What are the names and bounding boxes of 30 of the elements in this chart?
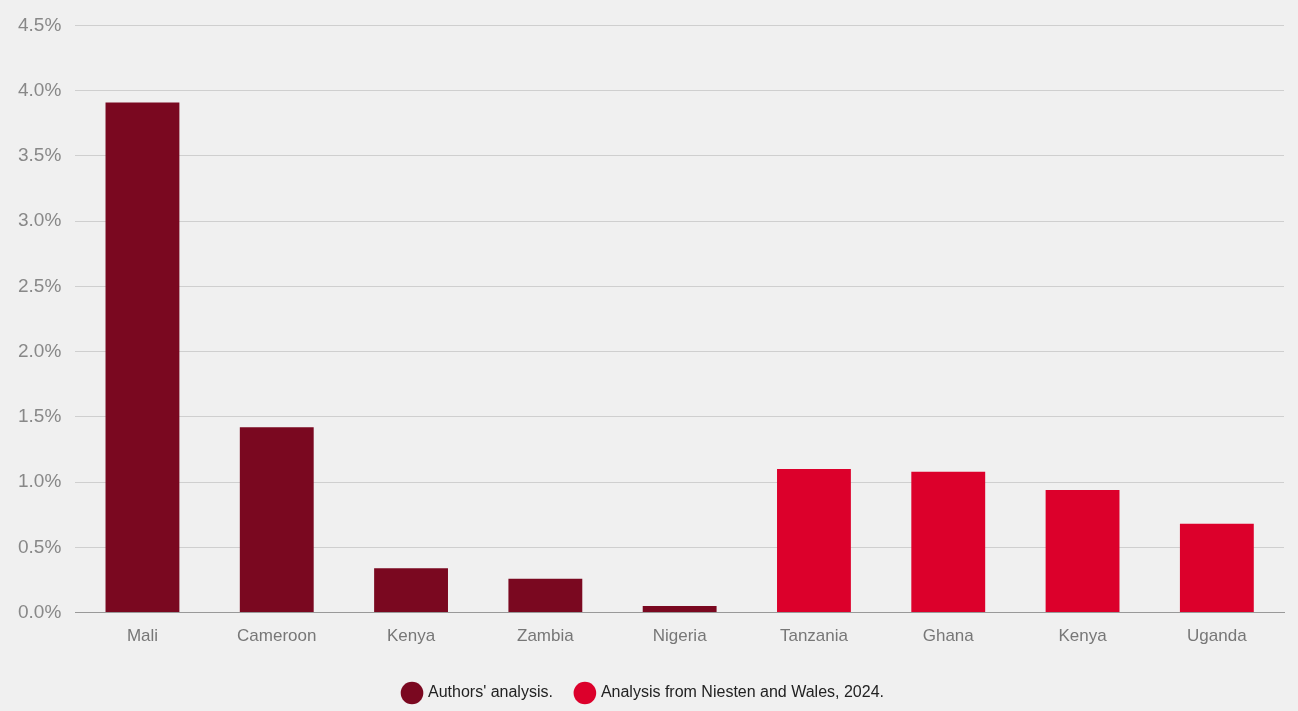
legend-label: Authors' analysis. [428, 683, 553, 701]
bar [105, 102, 180, 613]
x-tick-label: Zambia [517, 626, 575, 646]
y-tick-label: 3.0% [17, 209, 62, 231]
y-tick-label: 1.5% [17, 405, 62, 427]
x-tick-label: Uganda [1187, 626, 1248, 646]
x-tick-label: Kenya [386, 626, 436, 646]
x-tick-label: Kenya [1058, 626, 1108, 646]
x-tick-label: Cameroon [237, 626, 317, 646]
x-tick-label: Tanzania [779, 626, 849, 646]
y-tick-label: 2.5% [17, 274, 62, 296]
bar [1179, 523, 1254, 613]
y-tick-label: 1.0% [17, 470, 62, 492]
bar [239, 427, 314, 613]
bar [911, 471, 986, 613]
bar [642, 606, 717, 613]
x-tick-label: Ghana [922, 626, 975, 646]
bar [508, 578, 583, 613]
y-tick-label: 0.0% [17, 600, 62, 622]
y-tick-label: 0.5% [17, 535, 62, 557]
x-tick-label: Mali [126, 626, 159, 646]
bar [374, 568, 448, 613]
y-tick-label: 4.0% [17, 78, 62, 100]
y-tick-label: 3.5% [17, 144, 62, 166]
legend-label: Analysis from Niesten and Wales, 2024. [600, 683, 884, 701]
y-tick-label: 4.5% [17, 13, 62, 35]
bar [1045, 489, 1120, 613]
bar [777, 469, 851, 613]
x-tick-label: Nigeria [652, 626, 708, 646]
y-tick-label: 2.0% [17, 339, 62, 361]
